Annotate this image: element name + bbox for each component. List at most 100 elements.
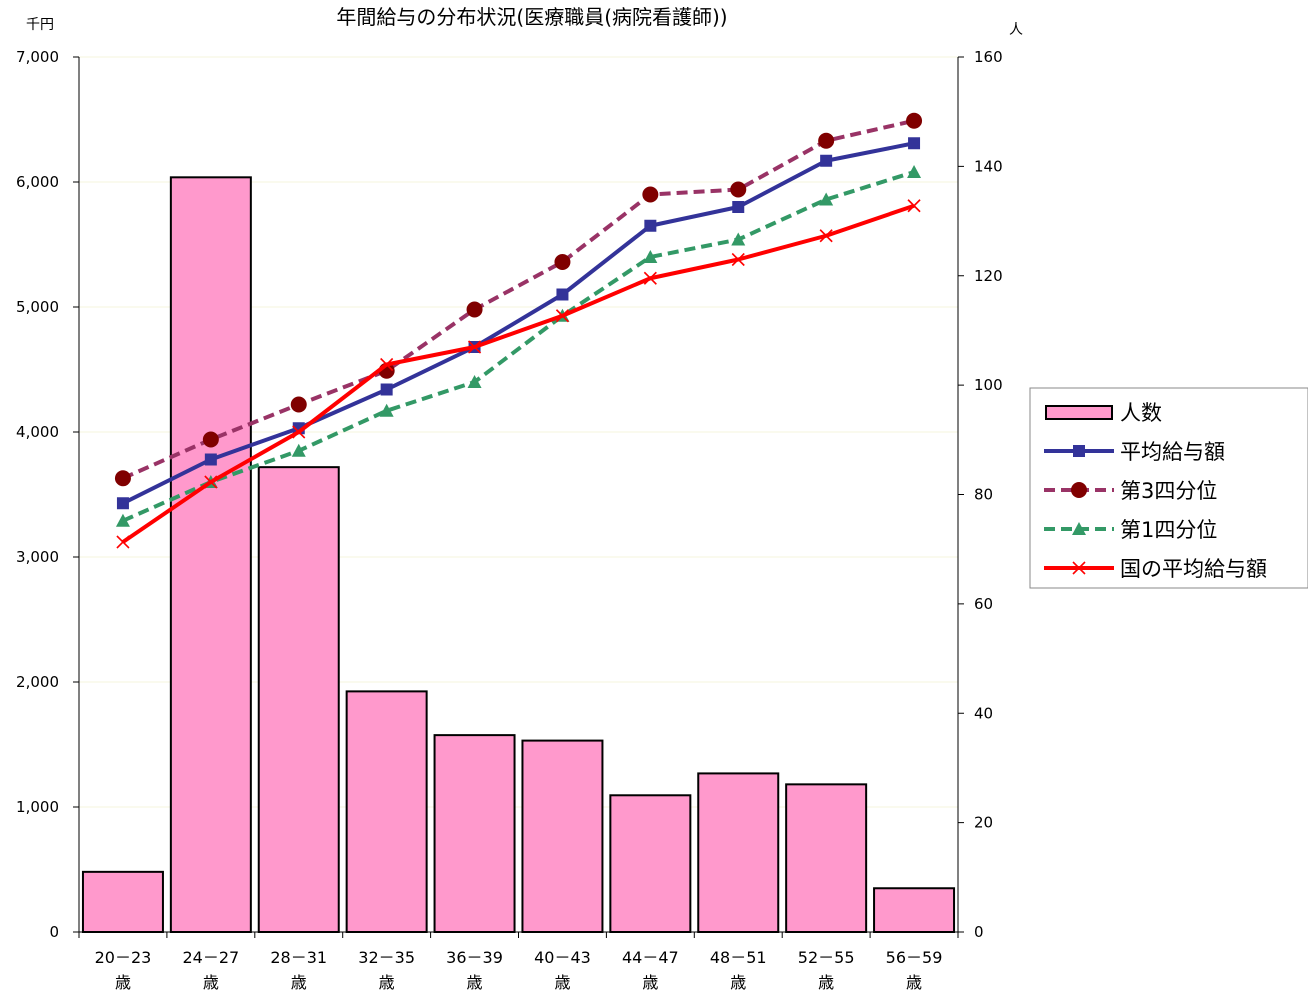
legend-label: 第1四分位 [1120,518,1217,542]
x-tick-label-unit: 歳 [642,973,658,992]
data-point [907,165,922,178]
legend-marker [1072,522,1086,535]
right-tick-label: 60 [974,595,993,613]
data-point [819,192,834,206]
data-point [556,288,569,301]
x-tick-label: 24－27 [182,948,239,967]
bar-28－31 [257,466,340,933]
right-tick-label: 120 [974,267,1003,285]
left-tick-label: 2,000 [16,673,59,691]
x-tick-label-unit: 歳 [467,973,483,992]
right-axis-unit: 人 [1009,22,1023,38]
right-tick-label: 20 [974,814,993,832]
data-point [114,470,131,487]
left-tick-label: 0 [49,923,59,941]
right-tick-label: 80 [974,486,993,504]
series-第1四分位 [115,165,922,527]
data-point [906,112,923,129]
data-point [818,132,835,149]
right-tick-label: 40 [974,704,993,722]
x-tick-label: 44－47 [622,948,679,967]
chart-title: 年間給与の分布状況(医療職員(病院看護師)) [336,5,727,29]
marker-stroke [204,475,218,489]
data-point [644,219,657,232]
right-tick-label: 100 [974,376,1003,394]
data-point [642,186,659,203]
data-point [290,396,307,413]
marker-stroke [1072,561,1086,575]
data-point [732,201,745,213]
bar-44－47 [609,794,692,933]
x-tick-label-unit: 歳 [818,973,834,992]
data-point [380,357,394,372]
marker-stroke [819,229,833,243]
data-point [908,137,921,150]
x-tick-label: 32－35 [358,948,415,967]
legend-marker [1072,561,1086,575]
left-tick-label: 4,000 [16,423,59,441]
legend-item-国の平均給与額: 国の平均給与額 [1044,557,1267,581]
series-国の平均給与額 [116,199,921,549]
marker-stroke [380,357,394,372]
left-tick-label: 5,000 [16,298,59,316]
data-point [731,232,746,246]
data-point [819,229,833,243]
marker-stroke [116,535,130,549]
right-tick-label: 140 [974,157,1003,175]
legend-label: 平均給与額 [1120,440,1225,464]
data-point [730,181,747,198]
legend-swatch [1045,405,1113,420]
x-tick-label-unit: 歳 [115,973,131,992]
marker-stroke [555,309,570,323]
series-line [122,141,915,506]
x-tick-label-unit: 歳 [379,973,395,992]
bar-32－35 [345,690,428,933]
x-tick-label: 52－55 [798,948,855,967]
label-layer: 0 1,000 2,000 3,000 4,000 5,000 6,000 7,000 0 20 4… [16,48,1003,992]
x-tick-label: 48－51 [710,948,767,967]
left-tick-label: 1,000 [16,798,59,816]
legend-label: 第3四分位 [1120,479,1217,503]
series-line [122,118,915,481]
bar-48－51 [697,772,780,933]
x-tick-label-unit: 歳 [730,973,746,992]
axis-layer [73,56,964,938]
data-point [115,513,130,527]
data-point [820,154,833,167]
x-tick-label: 56－59 [886,948,943,967]
data-point [291,443,306,457]
data-point [202,431,219,448]
data-point [204,453,217,466]
left-tick-label: 7,000 [16,48,59,66]
data-point [292,425,306,439]
left-tick-label: 3,000 [16,548,59,566]
marker-stroke [731,252,745,267]
series-第3四分位 [114,112,923,487]
data-point [116,497,129,510]
bar-20－23 [81,870,164,933]
data-point [731,252,745,267]
legend-item-平均給与額: 平均給与額 [1044,440,1225,464]
x-tick-label: 20－23 [95,948,152,967]
legend-label: 国の平均給与額 [1120,557,1267,581]
x-tick-label-unit: 歳 [291,973,307,992]
bar-36－39 [433,734,516,933]
right-tick-label: 0 [974,923,984,941]
data-point [467,340,482,354]
data-point [643,250,658,263]
x-tick-label-unit: 歳 [203,973,219,992]
series-line [121,203,915,544]
series-line [122,170,915,523]
bar-52－55 [785,783,868,933]
legend-marker [1071,482,1087,498]
bar-40－43 [521,739,604,933]
x-tick-label: 40－43 [534,948,591,967]
legend-item-人数: 人数 [1045,401,1162,425]
legend-label: 人数 [1120,401,1162,425]
data-point [907,199,921,213]
x-tick-label: 28－31 [270,948,327,967]
right-tick-label: 160 [974,48,1003,66]
data-point [554,254,571,270]
series-平均給与額 [116,137,921,510]
